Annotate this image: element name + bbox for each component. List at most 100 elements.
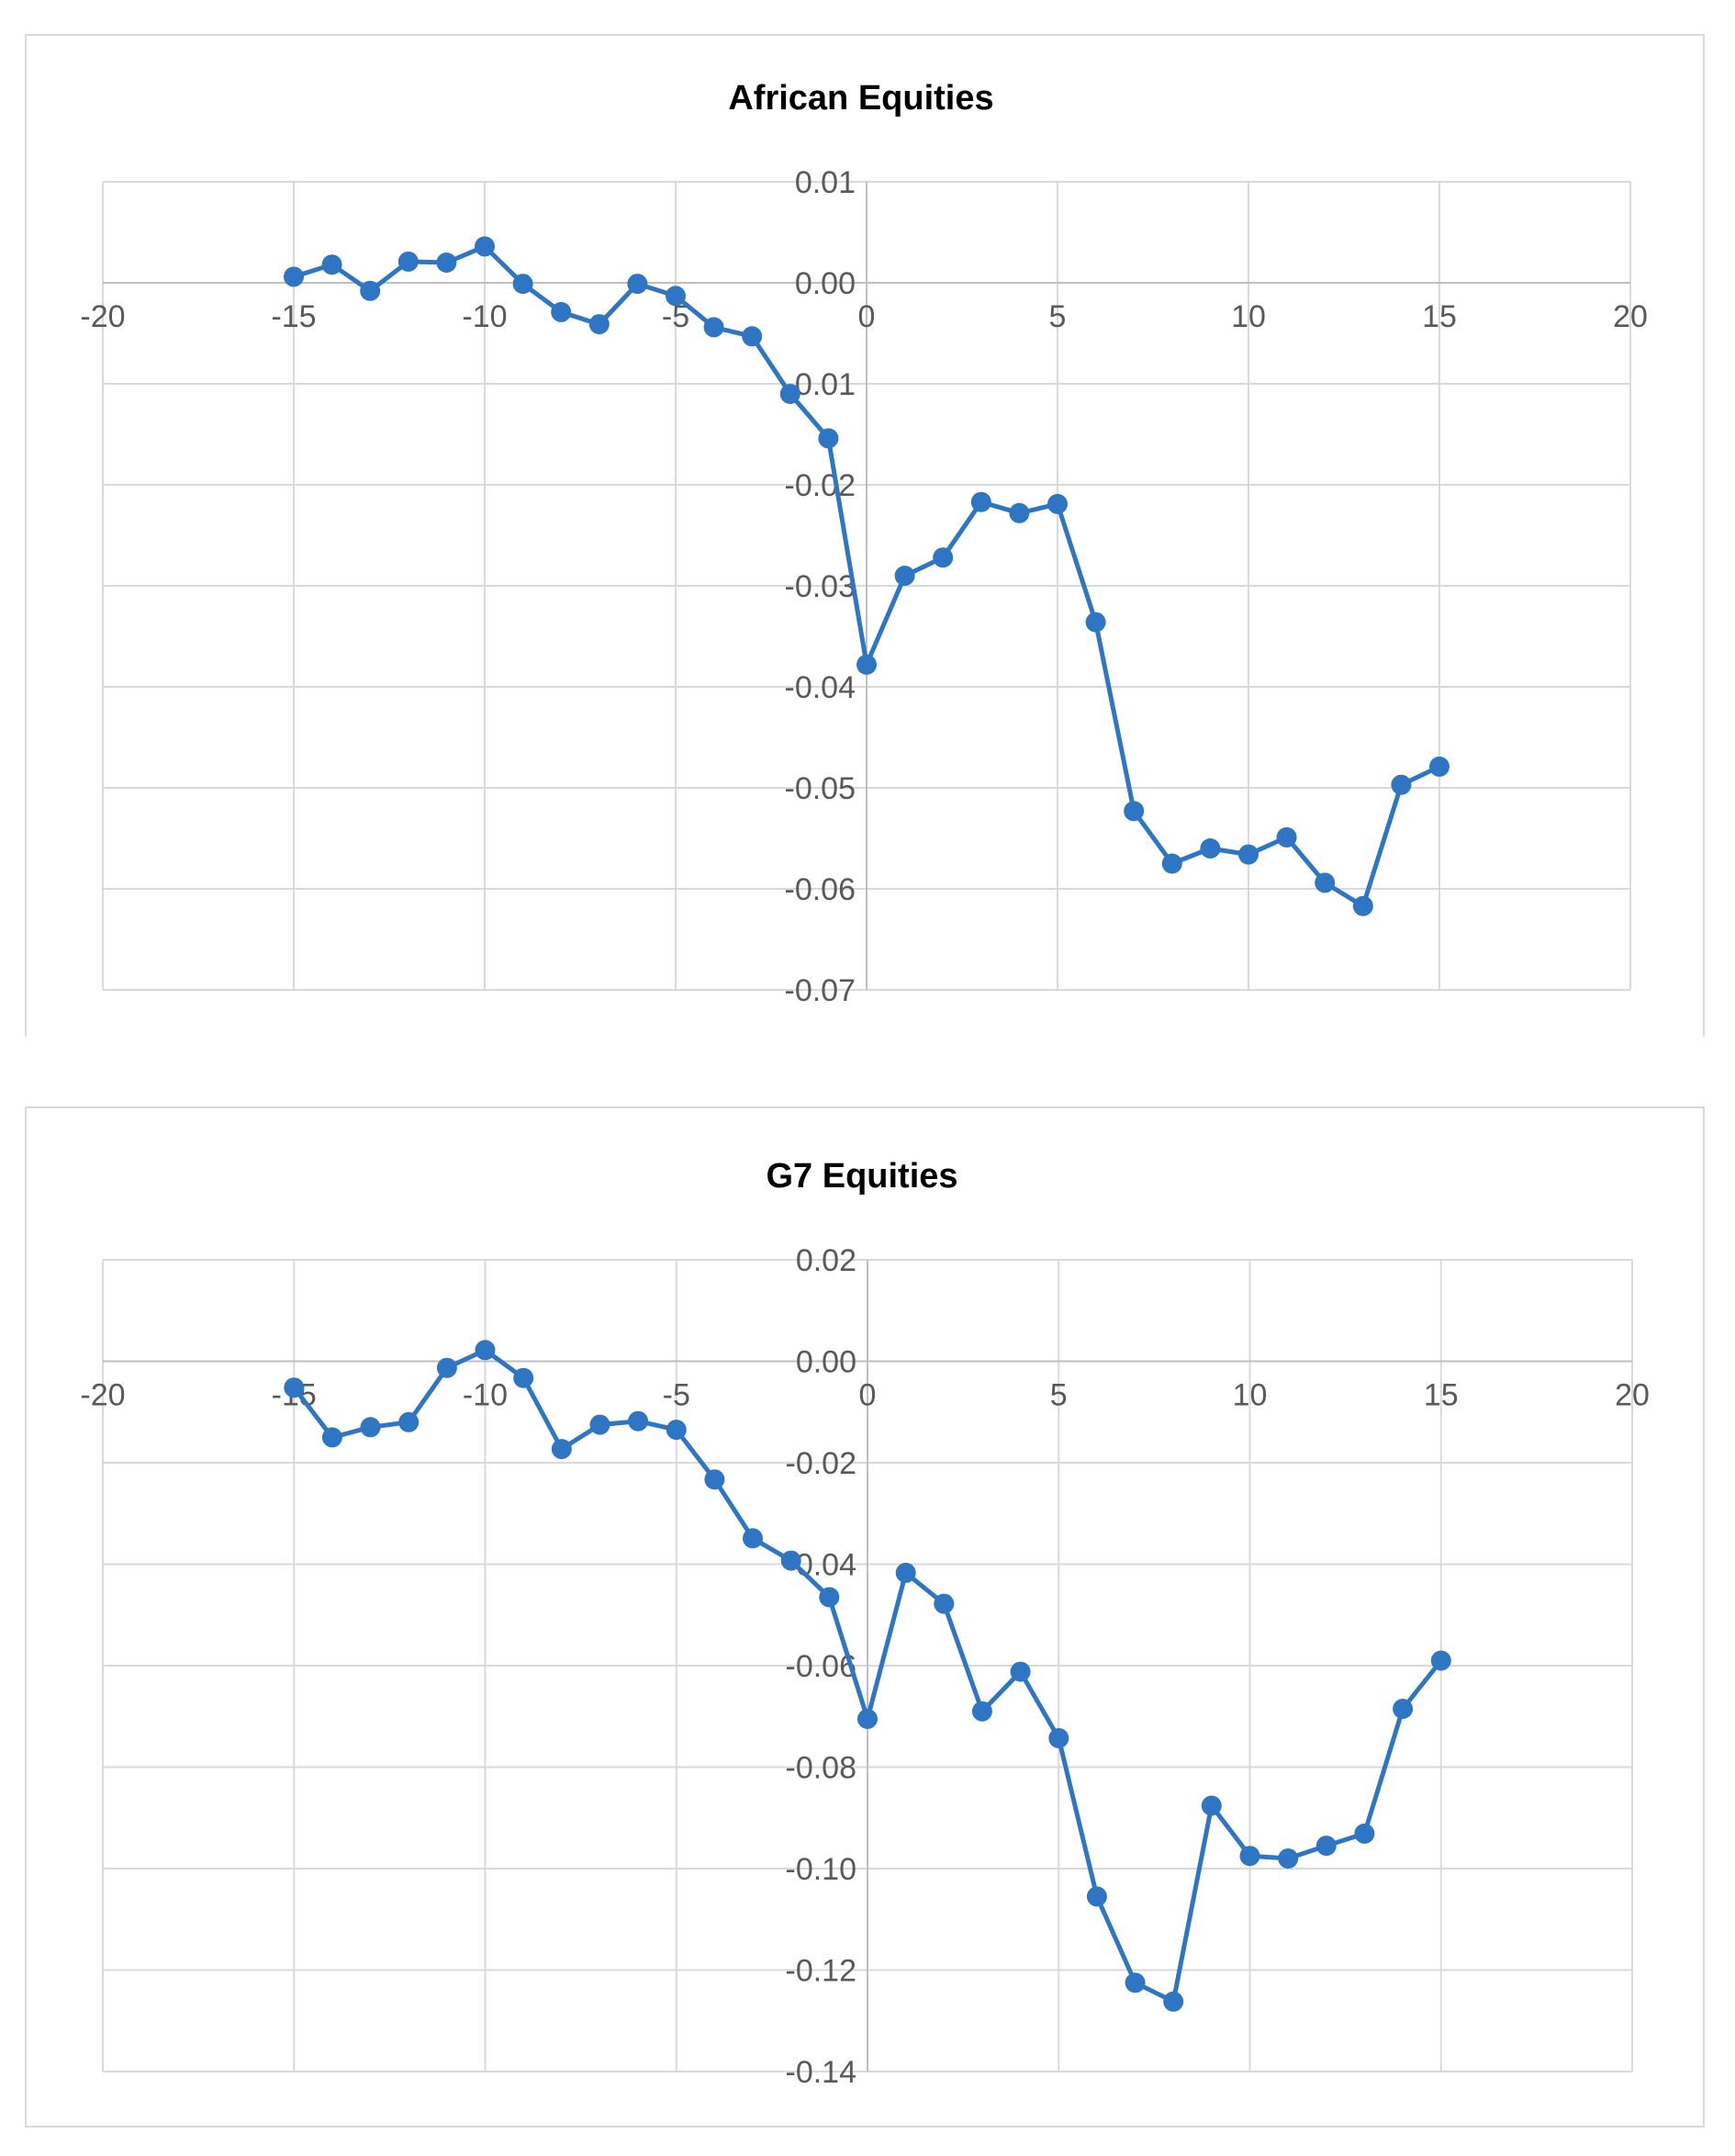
data-point <box>703 317 724 338</box>
data-point <box>819 1587 840 1608</box>
data-point <box>1393 1699 1414 1719</box>
data-point <box>1352 895 1373 916</box>
x-tick-label: -20 <box>80 299 125 334</box>
data-point <box>1125 1972 1146 1993</box>
y-tick-label: -0.04 <box>785 670 856 705</box>
data-point <box>360 1417 381 1438</box>
data-point <box>588 314 610 335</box>
chart-panel-g7-equities: G7 Equities -20-15-10-5051015200.020.00-… <box>25 1106 1705 2128</box>
data-point <box>856 654 877 675</box>
y-tick-label: -0.07 <box>785 973 856 1008</box>
chart-title: G7 Equities <box>766 1157 957 1196</box>
data-point <box>512 274 533 295</box>
data-point <box>779 384 800 404</box>
data-point <box>666 1420 687 1441</box>
x-tick-label: -10 <box>463 1378 508 1413</box>
data-point <box>857 1709 878 1729</box>
y-tick-label: 0.01 <box>795 165 856 200</box>
x-tick-label: 5 <box>1049 299 1067 334</box>
data-point <box>895 1562 916 1583</box>
chart-g7-equities: G7 Equities -20-15-10-5051015200.020.00-… <box>80 1157 1649 2090</box>
x-tick-label: -20 <box>80 1378 125 1413</box>
data-point <box>475 236 495 257</box>
x-tick-label: -10 <box>462 299 507 334</box>
x-tick-label: 0 <box>859 1378 877 1413</box>
data-point <box>398 1411 420 1432</box>
y-tick-label: -0.02 <box>786 1446 857 1481</box>
data-point <box>818 428 839 449</box>
chart-panel-african-equities: African Equities -20 -15 -10 -5 0 5 10 15 20 0.01… <box>25 34 1705 1037</box>
data-points <box>284 1340 1451 2012</box>
x-tick-label: 15 <box>1422 299 1457 334</box>
data-point <box>1315 872 1336 893</box>
y-tick-label: 0.00 <box>796 1345 856 1380</box>
data-point <box>589 1414 610 1435</box>
data-point <box>894 566 915 586</box>
data-point <box>1161 853 1182 874</box>
x-tick-label: 20 <box>1613 299 1648 334</box>
x-tick-label: 15 <box>1424 1378 1459 1413</box>
data-point <box>513 1367 534 1388</box>
y-tick-label: -0.06 <box>785 872 856 907</box>
y-tick-label: 0.02 <box>796 1243 856 1278</box>
x-tick-label: -5 <box>663 1378 690 1413</box>
x-tick-label: 10 <box>1231 299 1266 334</box>
data-point <box>1429 756 1450 777</box>
data-point <box>1239 1846 1260 1867</box>
y-tick-label: -0.08 <box>786 1751 857 1786</box>
data-point <box>1278 1848 1299 1869</box>
data-point <box>743 1528 763 1549</box>
data-point <box>627 274 648 295</box>
data-point <box>1085 612 1106 633</box>
data-point <box>284 266 304 287</box>
y-tick-label: -0.14 <box>786 2055 857 2090</box>
data-point <box>475 1340 496 1361</box>
data-point <box>1086 1886 1107 1907</box>
data-point <box>321 1427 342 1448</box>
data-point <box>934 1593 955 1614</box>
data-point <box>1315 1836 1337 1857</box>
data-point <box>780 1550 801 1571</box>
data-point <box>628 1410 649 1432</box>
y-tick-labels: 0.020.00-0.02-0.04-0.06-0.08-0.10-0.12-0… <box>786 1243 857 2090</box>
data-point <box>1276 826 1297 848</box>
data-point <box>551 1439 572 1460</box>
data-point <box>970 491 991 512</box>
data-point <box>1391 774 1412 795</box>
data-point <box>666 286 686 307</box>
data-point <box>971 1701 992 1722</box>
data-point <box>284 1377 305 1398</box>
data-point <box>1201 1795 1222 1816</box>
data-point <box>742 326 763 347</box>
chart-title: African Equities <box>728 79 993 118</box>
x-tick-label: 0 <box>858 299 876 334</box>
y-tick-label: -0.12 <box>786 1954 857 1989</box>
data-points <box>284 236 1450 916</box>
data-point <box>1238 844 1259 865</box>
data-point <box>436 1357 457 1378</box>
data-point <box>436 253 457 273</box>
data-point <box>1430 1650 1451 1671</box>
y-tick-labels: 0.010.00-0.01-0.02-0.03-0.04-0.05-0.06-0… <box>785 165 856 1008</box>
data-point <box>1047 493 1068 514</box>
chart-african-equities: African Equities -20 -15 -10 -5 0 5 10 15 200.01… <box>80 79 1647 1008</box>
data-point <box>1010 1661 1031 1682</box>
data-point <box>397 251 419 272</box>
data-point <box>933 547 954 568</box>
y-tick-label: -0.05 <box>785 771 856 806</box>
x-tick-label: -15 <box>271 299 316 334</box>
y-tick-label: -0.02 <box>785 468 856 503</box>
data-point <box>1200 838 1221 859</box>
x-tick-label: 10 <box>1233 1378 1268 1413</box>
data-point <box>1048 1728 1069 1748</box>
y-tick-label: 0.00 <box>795 266 856 301</box>
data-point <box>360 280 381 301</box>
data-point <box>551 301 572 322</box>
data-point <box>1124 801 1145 822</box>
y-tick-label: -0.10 <box>786 1852 857 1887</box>
data-point <box>704 1469 725 1490</box>
data-point <box>1009 502 1030 523</box>
x-tick-label: 5 <box>1050 1378 1068 1413</box>
